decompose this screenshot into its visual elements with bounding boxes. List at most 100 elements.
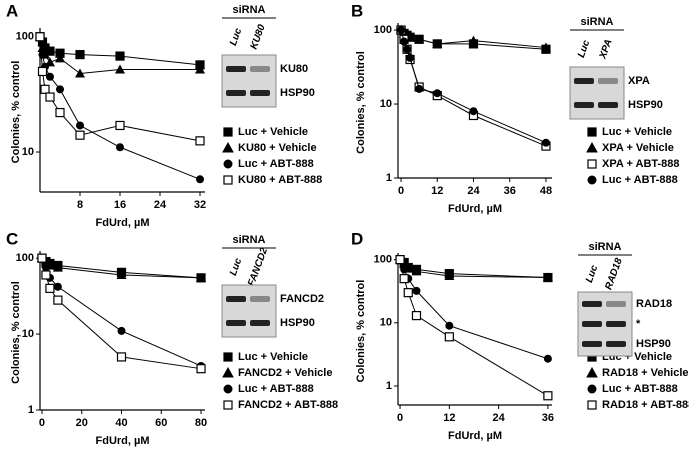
blot-band-label: HSP90	[280, 317, 315, 329]
x-tick-label: 12	[443, 412, 455, 424]
data-point	[55, 53, 65, 63]
data-point	[540, 42, 551, 52]
y-tick-label: 10	[22, 328, 34, 340]
blot-band	[226, 90, 246, 96]
panel-label: A	[6, 1, 18, 20]
data-point	[444, 271, 455, 281]
y-tick-label: 1	[386, 172, 392, 184]
y-tick-label: 10	[380, 98, 392, 110]
legend-marker	[222, 366, 234, 378]
y-tick-label: 100	[16, 31, 34, 43]
x-tick-label: 20	[76, 417, 88, 429]
blot-band	[250, 90, 270, 96]
legend-label: XPA + Vehicle	[602, 142, 674, 154]
data-point	[115, 120, 125, 131]
legend-label: Luc + ABT-888	[602, 383, 678, 395]
legend-marker	[587, 400, 597, 410]
legend-label: RAD18 + ABT-888	[602, 399, 689, 411]
data-point	[55, 107, 65, 118]
x-tick-label: 32	[194, 199, 206, 211]
x-tick-label: 16	[114, 199, 126, 211]
data-point	[445, 321, 454, 330]
x-tick-label: 80	[195, 417, 207, 429]
x-tick-label: 0	[397, 412, 403, 424]
legend-marker	[222, 141, 234, 153]
blot-lane-label: RAD18	[603, 256, 625, 291]
blot-band	[606, 321, 626, 327]
x-axis-label: FdUrd, µM	[96, 435, 150, 447]
panel-label: B	[351, 1, 363, 20]
data-point	[543, 354, 552, 363]
blot-title: siRNA	[232, 4, 265, 16]
blot-band	[582, 341, 602, 347]
data-point	[115, 64, 125, 74]
data-point	[115, 51, 125, 61]
blot-title: siRNA	[580, 16, 613, 28]
data-point	[75, 68, 85, 78]
legend-label: Luc + ABT-888	[238, 383, 314, 395]
blot-band-label: HSP90	[280, 87, 315, 99]
x-tick-label: 0	[39, 417, 45, 429]
blot-band	[226, 296, 246, 302]
legend-marker	[587, 127, 597, 137]
blot-band	[606, 301, 626, 307]
data-point	[45, 92, 55, 102]
x-axis-label: FdUrd, µM	[96, 217, 150, 229]
data-point	[196, 364, 206, 374]
data-point	[195, 64, 205, 74]
legend-marker	[223, 175, 233, 185]
blot-lane-label: FANCD2	[246, 246, 270, 288]
x-tick-label: 24	[154, 199, 167, 211]
y-tick-label: 100	[16, 252, 34, 264]
data-point	[45, 283, 55, 293]
data-point	[116, 143, 124, 152]
blot-band-label: RAD18	[636, 298, 672, 310]
x-tick-label: 0	[398, 185, 404, 197]
blot-band-label: FANCD2	[280, 293, 324, 305]
blot-lane-label: Luc	[576, 38, 593, 59]
blot-band	[574, 102, 594, 108]
blot-band	[598, 78, 618, 84]
data-point	[403, 288, 413, 298]
data-point	[75, 50, 85, 60]
blot-band	[226, 66, 246, 72]
legend-marker	[587, 175, 597, 185]
legend-marker	[586, 141, 598, 153]
data-point	[38, 50, 47, 59]
blot-lane-label: KU80	[249, 23, 268, 51]
data-point	[543, 391, 553, 401]
panel-label: C	[6, 229, 18, 248]
blot-title: siRNA	[232, 234, 265, 246]
data-point	[412, 286, 421, 295]
blot-band-label: HSP90	[628, 99, 663, 111]
blot-band-label: XPA	[628, 75, 650, 87]
data-point	[406, 53, 415, 62]
legend-marker	[223, 159, 233, 169]
blot-band	[250, 320, 270, 326]
legend-marker	[223, 352, 233, 362]
legend-label: Luc + Vehicle	[238, 351, 308, 363]
legend-label: XPA + ABT-888	[602, 158, 680, 170]
data-point	[469, 107, 478, 116]
blot-band	[574, 78, 594, 84]
y-axis-label: Colonies, % control	[10, 61, 22, 164]
data-point	[400, 37, 409, 46]
blot-image	[221, 284, 277, 338]
x-tick-label: 24	[467, 185, 480, 197]
legend-label: Luc + Vehicle	[238, 126, 308, 138]
data-point	[468, 35, 479, 45]
blot-band	[226, 320, 246, 326]
data-point	[541, 138, 550, 147]
legend-marker	[587, 159, 597, 169]
x-tick-label: 36	[504, 185, 516, 197]
blot-band	[598, 102, 618, 108]
blot-band	[250, 66, 270, 72]
x-axis-label: FdUrd, µM	[448, 430, 502, 442]
y-tick-label: 1	[28, 404, 34, 416]
data-point	[41, 270, 51, 280]
data-point	[397, 26, 406, 35]
y-tick-label: 100	[374, 254, 392, 266]
blot-band	[606, 341, 626, 347]
legend-marker	[223, 400, 233, 410]
y-axis-label: Colonies, % control	[10, 281, 22, 384]
